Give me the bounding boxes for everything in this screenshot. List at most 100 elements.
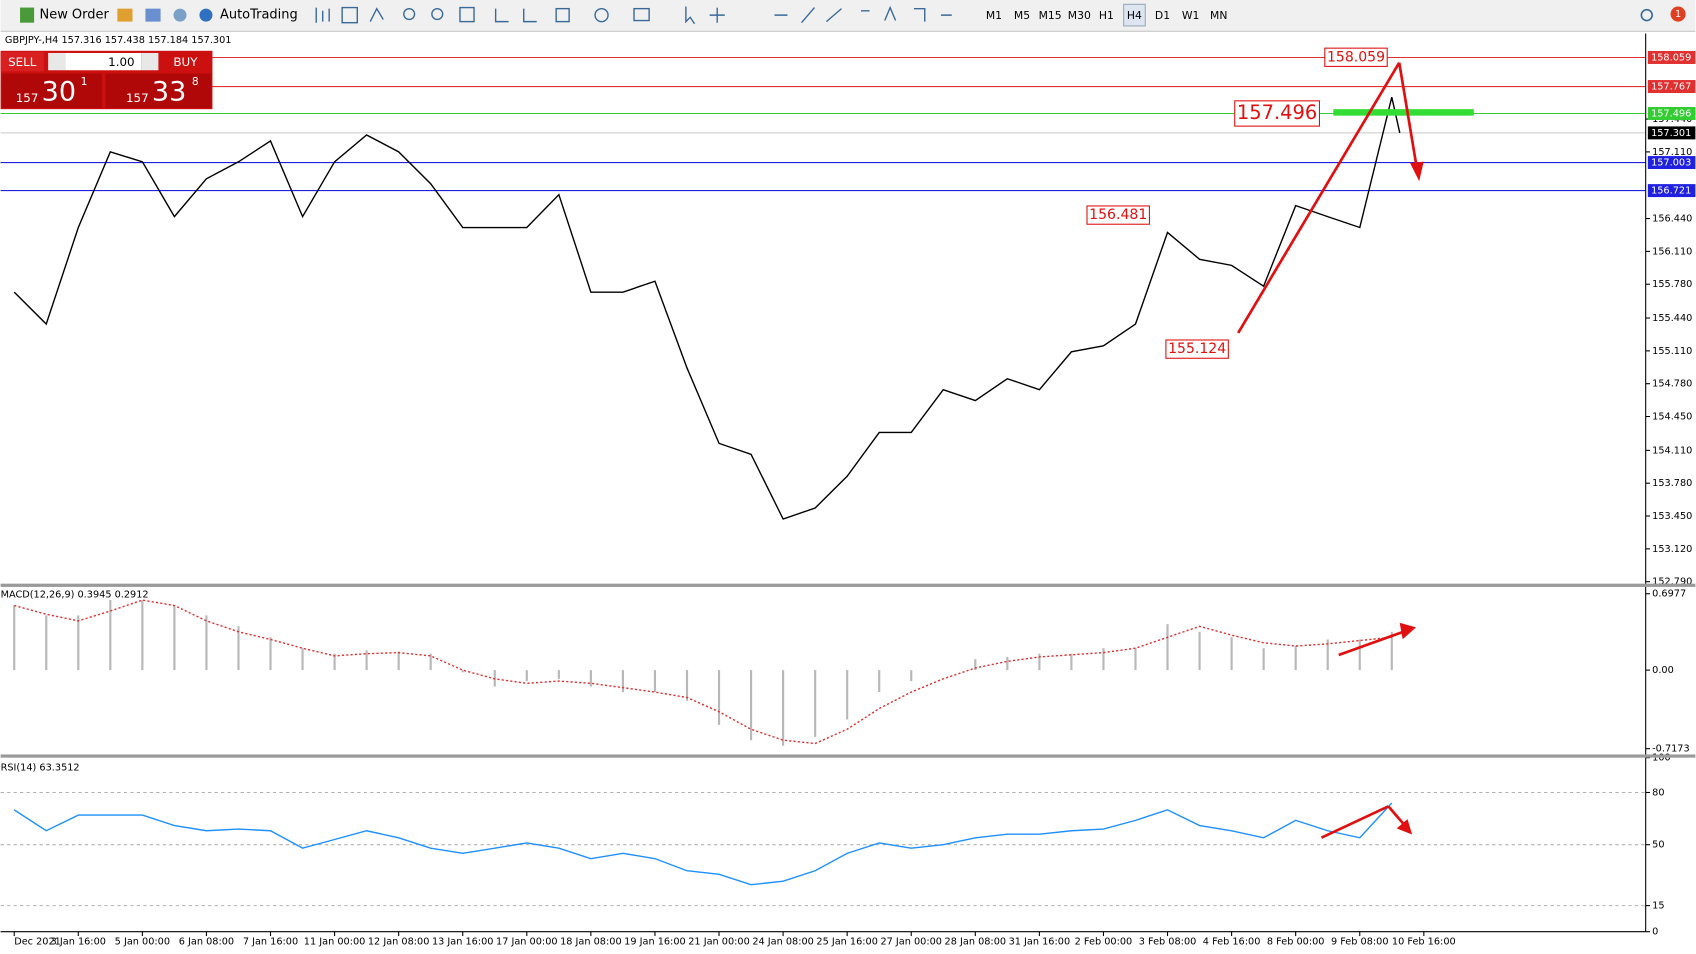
- price-level-label: 158.059: [1651, 52, 1691, 63]
- macd-bar: [109, 600, 112, 671]
- notification-count[interactable]: 1: [1675, 9, 1681, 20]
- macd-bar: [557, 670, 560, 679]
- macd-bar: [814, 670, 817, 737]
- buy-price-box[interactable]: [105, 73, 212, 109]
- bid-big[interactable]: 30: [42, 76, 76, 107]
- macd-bar: [1230, 637, 1233, 671]
- annotation-box: [1165, 339, 1229, 359]
- ask-small[interactable]: 8: [192, 75, 199, 88]
- y-tick-label: 100: [1652, 753, 1671, 764]
- macd-bar: [429, 653, 432, 671]
- autotrading-icon[interactable]: [199, 8, 213, 22]
- price-annotation: 157.496: [1237, 101, 1317, 124]
- chart-tools[interactable]: [315, 5, 952, 25]
- price-line: [13, 97, 1401, 520]
- lot-down[interactable]: [48, 52, 66, 71]
- price-level-label: 156.721: [1651, 186, 1691, 197]
- macd-bar: [621, 670, 624, 693]
- chart-area: 157.440157.110156.440156.110155.780155.4…: [0, 50, 1696, 947]
- chart-header: GBPJPY-,H4 157.316 157.438 157.184 157.3…: [5, 35, 232, 46]
- macd-bar: [1166, 624, 1169, 671]
- timeframe-button[interactable]: M1: [986, 9, 1002, 22]
- x-tick-label: 19 Jan 16:00: [624, 936, 686, 947]
- y-tick-label: 0.00: [1652, 665, 1674, 676]
- timeframe-button[interactable]: MN: [1210, 9, 1227, 22]
- x-tick-label: 8 Feb 00:00: [1267, 936, 1325, 947]
- panel-separator: [0, 583, 1696, 587]
- analysis-arrows: [1237, 61, 1424, 839]
- x-tick-label: 2 Feb 00:00: [1075, 936, 1133, 947]
- x-tick-label: 3 Feb 08:00: [1139, 936, 1197, 947]
- new-order[interactable]: New Order: [40, 8, 110, 23]
- price-level-label: 157.496: [1651, 108, 1691, 119]
- panel-separator: [0, 754, 1696, 758]
- x-tick-label: 28 Jan 08:00: [945, 936, 1007, 947]
- ask-big[interactable]: 33: [152, 76, 186, 107]
- y-tick-label: -0.7173: [1652, 744, 1690, 755]
- macd-bar: [365, 650, 368, 671]
- macd-bar: [237, 626, 240, 671]
- lot-size[interactable]: 1.00: [108, 55, 134, 69]
- lot-up[interactable]: [141, 52, 159, 71]
- bid-small[interactable]: 1: [81, 75, 88, 88]
- timeframe-button[interactable]: D1: [1155, 9, 1170, 22]
- one-click-trading: SELL 1.00 BUY 157 30 1 157 33 8: [0, 50, 213, 110]
- timeframe-button[interactable]: H4: [1127, 9, 1142, 22]
- x-tick-label: 12 Jan 08:00: [368, 936, 430, 947]
- macd-bar: [846, 670, 849, 720]
- sell-label[interactable]: SELL: [8, 55, 37, 69]
- timeframe-button[interactable]: M15: [1039, 9, 1062, 22]
- macd-bar: [525, 670, 528, 682]
- y-tick-label: 153.450: [1652, 511, 1692, 522]
- y-tick-label: 80: [1652, 787, 1664, 798]
- tool-icon[interactable]: [117, 8, 133, 22]
- macd-bar: [301, 648, 304, 671]
- bid-prefix[interactable]: 157: [16, 91, 39, 105]
- macd-bar: [1006, 656, 1009, 671]
- toolbar: [0, 0, 1696, 32]
- autotrading[interactable]: AutoTrading: [220, 8, 298, 23]
- price-annotation: 158.059: [1327, 49, 1385, 65]
- macd-bar: [1326, 639, 1329, 671]
- y-tick-label: 155.780: [1652, 279, 1692, 290]
- y-tick-label: 157.110: [1652, 147, 1692, 158]
- search-icon[interactable]: [1640, 8, 1653, 22]
- price-level-tag: [1647, 156, 1696, 170]
- x-tick-label: 24 Jan 08:00: [752, 936, 814, 947]
- y-tick-label: 156.110: [1652, 246, 1692, 257]
- timeframe-button[interactable]: H1: [1099, 9, 1114, 22]
- y-tick-label: 0: [1652, 927, 1658, 938]
- timeframe-button[interactable]: W1: [1182, 9, 1200, 22]
- x-tick-label: 10 Feb 16:00: [1392, 936, 1456, 947]
- x-tick-label: 11 Jan 00:00: [304, 936, 366, 947]
- tool-icon[interactable]: [145, 8, 161, 22]
- buy-label[interactable]: BUY: [173, 55, 198, 69]
- price-level-tag: [1647, 50, 1696, 64]
- macd-bar: [173, 605, 176, 671]
- tool-icon[interactable]: [173, 8, 187, 22]
- active-timeframe[interactable]: [1123, 3, 1146, 27]
- macd-bar: [1038, 653, 1041, 671]
- annotation-box: [1086, 205, 1150, 225]
- sell-button[interactable]: [0, 51, 44, 72]
- notification-badge[interactable]: [1670, 6, 1686, 22]
- price-level-label: 157.767: [1651, 82, 1691, 93]
- x-tick-label: 4 Feb 16:00: [1203, 936, 1261, 947]
- sell-price-box[interactable]: [1, 73, 103, 109]
- lot-input[interactable]: [65, 52, 142, 71]
- timeframe-button[interactable]: M30: [1068, 9, 1091, 22]
- macd-bar: [1134, 648, 1137, 671]
- macd-bar: [685, 670, 689, 701]
- macd-bar: [397, 651, 400, 671]
- macd-bar: [1358, 639, 1361, 671]
- x-tick-label: Dec 2021: [14, 936, 61, 947]
- price-level-tag: [1647, 80, 1696, 94]
- x-tick-label: 17 Jan 00:00: [496, 936, 558, 947]
- x-tick-label: 31 Jan 16:00: [1009, 936, 1071, 947]
- ask-prefix[interactable]: 157: [126, 91, 149, 105]
- timeframe-button[interactable]: M5: [1014, 9, 1030, 22]
- x-tick-label: 21 Jan 00:00: [688, 936, 750, 947]
- new-order-icon[interactable]: [20, 7, 35, 23]
- macd-bar: [782, 670, 785, 746]
- x-tick-label: 18 Jan 08:00: [560, 936, 622, 947]
